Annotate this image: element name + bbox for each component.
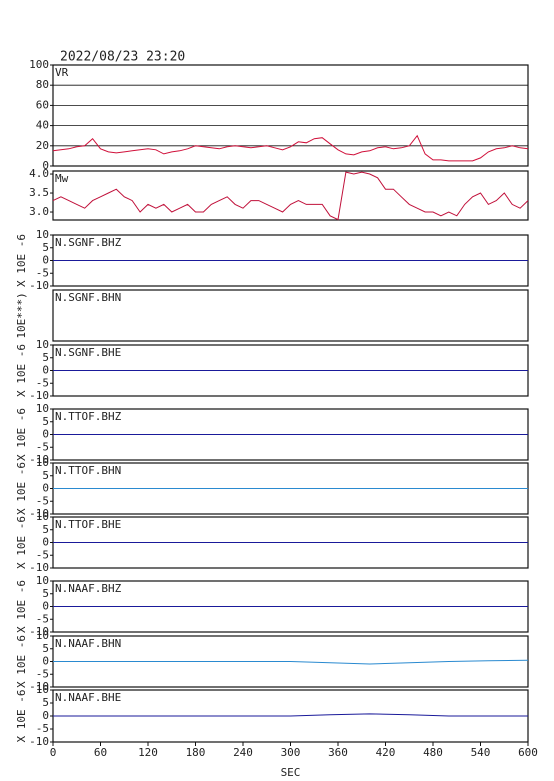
y-tick-label: -5 [36,612,49,625]
y-tick-label: 0 [42,159,49,172]
y-tick-label: -10 [29,389,49,402]
y-tick-label: 0 [42,482,49,495]
panel-label: N.NAAF.BHZ [55,582,122,595]
y-tick-label: 4.0 [29,167,49,180]
y-tick-label: 10 [36,574,49,587]
y-axis-label: X 10E -6 [15,580,28,633]
y-tick-label: 0 [42,364,49,377]
panel-label: N.NAAF.BHN [55,637,121,650]
y-tick-label: -10 [29,279,49,292]
y-tick-label: 3.5 [29,186,49,199]
y-tick-label: -5 [36,376,49,389]
panel-label: N.SGNF.BHN [55,291,121,304]
x-tick-label: 600 [518,746,538,759]
y-tick-label: 10 [36,629,49,642]
panel-label: N.SGNF.BHZ [55,236,122,249]
y-tick-label: 5 [42,642,49,655]
y-tick-label: 20 [36,139,49,152]
y-axis-label: X 10E -6 [15,462,28,515]
y-tick-label: 0 [42,600,49,613]
y-tick-label: 10 [36,402,49,415]
y-tick-label: 5 [42,696,49,709]
y-tick-label: 5 [42,469,49,482]
x-tick-label: 360 [328,746,348,759]
y-tick-label: 10 [36,228,49,241]
panel-label: N.TTOF.BHZ [55,410,122,423]
y-tick-label: -5 [36,494,49,507]
trace-line [53,713,528,717]
y-tick-label: 60 [36,98,49,111]
y-tick-label: -10 [29,735,49,748]
y-tick-label: -10 [29,680,49,693]
y-tick-label: 0 [42,655,49,668]
y-tick-label: 5 [42,351,49,364]
x-tick-label: 60 [94,746,107,759]
trace-line [52,171,529,221]
panel-label: N.TTOF.BHE [55,518,121,531]
y-axis-label: X 10E -6 [15,690,28,743]
y-axis-label: X 10E -6 [15,408,28,461]
x-tick-label: 300 [281,746,301,759]
y-tick-label: 0 [42,709,49,722]
plot-frame [52,170,529,221]
y-tick-label: -5 [36,440,49,453]
y-axis-label: X 10E -6 [15,234,28,287]
x-tick-label: 180 [186,746,206,759]
y-tick-label: 3.0 [29,205,49,218]
y-tick-label: 0 [42,254,49,267]
panel-label: VR [55,66,69,79]
trace-line [52,134,529,162]
y-tick-label: 40 [36,119,49,132]
y-tick-label: -5 [36,667,49,680]
y-tick-label: 0 [42,536,49,549]
x-tick-label: 120 [138,746,158,759]
y-tick-label: 5 [42,415,49,428]
y-tick-label: -10 [29,453,49,466]
y-tick-label: -5 [36,722,49,735]
y-tick-label: 5 [42,523,49,536]
plot-frame [52,289,529,342]
y-tick-label: 10 [36,510,49,523]
x-tick-label: 480 [423,746,443,759]
y-tick-label: 0 [42,428,49,441]
y-axis-label: X 10E -6 [15,635,28,688]
y-tick-label: 5 [42,241,49,254]
plot-frame [52,64,529,167]
y-tick-label: -10 [29,507,49,520]
y-tick-label: -5 [36,266,49,279]
panel-label: N.SGNF.BHE [55,346,121,359]
x-axis-label: SEC [281,766,301,779]
chart-title: 2022/08/23 23:20 [60,50,185,65]
y-tick-label: -5 [36,548,49,561]
y-tick-label: -10 [29,561,49,574]
y-tick-label: 10 [36,683,49,696]
x-tick-label: 420 [376,746,396,759]
x-tick-label: 0 [50,746,57,759]
y-tick-label: 10 [36,338,49,351]
y-tick-label: 100 [29,58,49,71]
x-tick-label: 240 [233,746,253,759]
y-tick-label: -10 [29,625,49,638]
x-tick-label: 540 [471,746,491,759]
y-tick-label: 80 [36,78,49,91]
panel-label: Mw [55,172,69,185]
panel-label: N.TTOF.BHN [55,464,121,477]
y-tick-label: 5 [42,587,49,600]
trace-line [53,659,529,665]
y-tick-label: 10 [36,456,49,469]
panel-label: N.NAAF.BHE [55,691,121,704]
y-axis-label: X 10E -6 [15,344,28,397]
y-axis-label: 10E***) [15,292,28,338]
y-axis-label: X 10E -6 [15,516,28,569]
